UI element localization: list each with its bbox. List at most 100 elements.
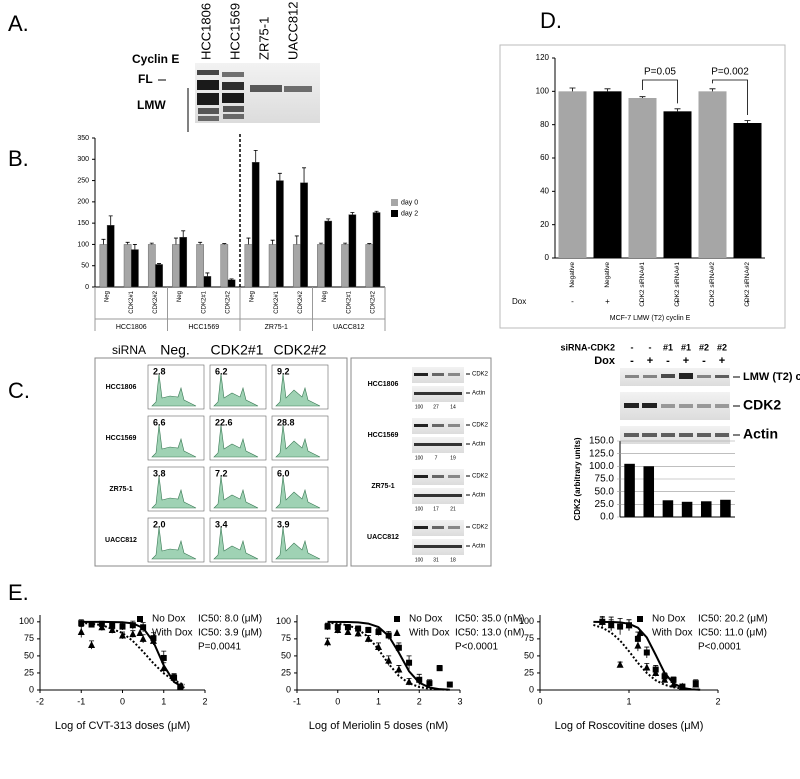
error-bar (205, 272, 210, 277)
flow-value: 9.2 (277, 366, 290, 376)
blot-bands (624, 373, 729, 437)
cell-label: ZR75-1 (371, 483, 394, 490)
p-value: P<0.0001 (455, 642, 499, 653)
legend-label: day 0 (401, 199, 418, 206)
error-bar (253, 149, 258, 163)
protein-label: CDK2 (472, 474, 489, 480)
y-tick-label: 350 (77, 135, 89, 142)
ic50-label: IC50: 11.0 (μM) (698, 628, 767, 639)
x-tick-label: Neg (322, 291, 328, 302)
x-tick-label: 2 (715, 696, 720, 706)
point (344, 628, 352, 636)
flow-value: 6.2 (215, 366, 228, 376)
legend-label: With Dox (152, 628, 193, 639)
point (634, 635, 641, 642)
lane-marker: #2 (717, 342, 727, 352)
histogram (275, 526, 321, 560)
flow-value: 6.0 (277, 468, 290, 478)
error-bar (294, 235, 299, 245)
group-label: ZR75-1 (265, 324, 288, 331)
protein-label: Actin (472, 544, 485, 550)
x-tick-label: 0 (335, 696, 340, 706)
group-label: HCC1569 (188, 324, 219, 331)
point (670, 676, 677, 683)
y-tick-label: 40 (540, 186, 549, 195)
bar (593, 91, 622, 258)
x-tick-label: CDK2 siRNA#2 (709, 262, 716, 307)
x-tick-label: CDK2#1 (346, 290, 352, 313)
flow-value: 3.8 (153, 468, 166, 478)
error-bar (222, 243, 227, 245)
p-value: P=0.0041 (198, 642, 242, 653)
protein-label: CDK2 (472, 372, 489, 378)
lane-marker: - (649, 342, 652, 352)
point (324, 623, 331, 630)
error-bar (108, 215, 113, 226)
y-tick-label: 150 (77, 220, 89, 227)
quant: 7 (435, 455, 438, 461)
error-bar (604, 88, 611, 92)
y-tick-label: 80 (540, 120, 549, 129)
legend-marker (636, 629, 644, 636)
error-bar (229, 278, 234, 280)
bar (317, 244, 325, 288)
bar (172, 244, 180, 288)
ic50-label: IC50: 20.2 (μM) (698, 614, 768, 625)
treatment-label: siRNA-CDK2 (560, 342, 615, 352)
bar (681, 501, 693, 517)
x-tick-label: 0 (537, 696, 542, 706)
bar (663, 111, 692, 258)
point (643, 663, 651, 671)
bar (662, 500, 674, 517)
y-tick-label: 25 (24, 667, 34, 677)
point (129, 622, 136, 629)
group-label: HCC1806 (116, 324, 147, 331)
x-tick-label: 2 (202, 696, 207, 706)
y-tick-label: 25 (524, 667, 534, 677)
histogram (213, 526, 259, 560)
point (109, 622, 116, 629)
ic50-label: IC50: 3.9 (μM) (198, 628, 262, 639)
histogram (151, 475, 197, 509)
point (149, 636, 157, 644)
bar (348, 214, 357, 288)
bar (106, 225, 115, 288)
y-axis-label: CDK2 (arbitrary units) (573, 437, 582, 520)
bar (220, 244, 229, 288)
point (406, 659, 413, 666)
x-tick-label: 0 (120, 696, 125, 706)
row-label: Dox (512, 297, 526, 306)
x-tick-label: -1 (77, 696, 85, 706)
x-tick-label: CDK2 siRNA#1 (639, 262, 646, 307)
histogram (213, 475, 259, 509)
cell-label: HCC1569 (368, 432, 399, 439)
lane-marker: #2 (699, 342, 709, 352)
lane-marker: #1 (681, 342, 691, 352)
row-value: - (641, 297, 644, 306)
ic50-label: IC50: 35.0 (nM) (455, 614, 524, 625)
bar (147, 244, 156, 288)
histogram (151, 526, 197, 560)
y-tick-label: 20 (540, 220, 549, 229)
y-tick-label: 25 (281, 667, 291, 677)
protein-label: Actin (472, 493, 485, 499)
y-tick-label: 150.0 (589, 436, 614, 447)
y-tick-label: 50 (24, 650, 34, 660)
ic50-label: IC50: 8.0 (μM) (198, 614, 262, 625)
lane-label: UACC812 (285, 1, 300, 60)
point (385, 632, 392, 639)
y-tick-label: 100 (536, 86, 550, 95)
error-bar (173, 237, 178, 245)
x-tick-label: Negative (569, 262, 576, 288)
error-bar (639, 96, 646, 98)
legend-label: No Dox (152, 614, 185, 625)
blot-band (432, 373, 444, 376)
protein-label: CDK2 (472, 525, 489, 531)
protein-label: Cyclin E (132, 52, 179, 66)
y-tick-label: 50 (524, 650, 534, 660)
point (607, 621, 615, 629)
x-tick-label: CDK2#2 (370, 290, 376, 313)
blot-band (414, 494, 462, 497)
point (625, 621, 633, 629)
panel-label: D. (540, 8, 562, 33)
